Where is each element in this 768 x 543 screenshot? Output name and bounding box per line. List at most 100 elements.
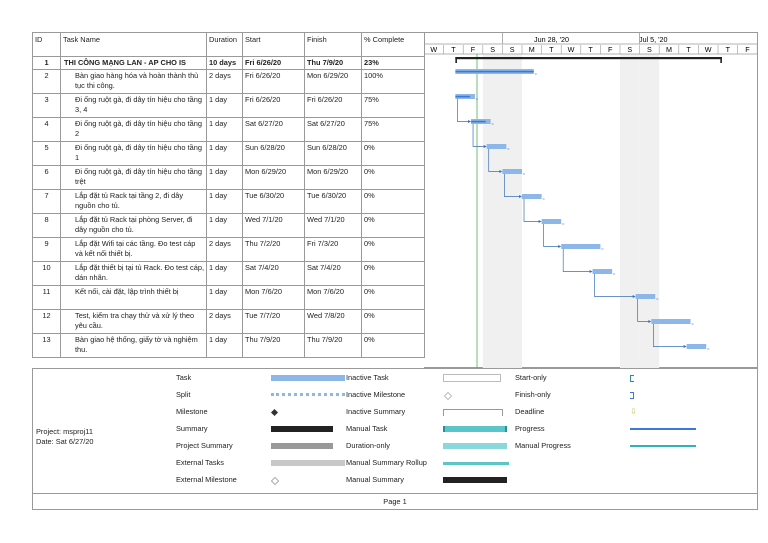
task-name[interactable]: Test, kiểm tra chạy thử và xử lý theo yê… (60, 309, 207, 334)
task-name[interactable]: Đi ống ruột gà, đi dây tín hiệu cho tầng… (60, 141, 207, 166)
task-id[interactable]: 5 (32, 141, 61, 166)
task-finish[interactable]: Thu 7/9/20 (304, 56, 362, 70)
task-row[interactable]: 13 Bàn giao hệ thống, giấy tờ và nghiệm t… (32, 333, 425, 358)
task-start[interactable]: Tue 6/30/20 (242, 189, 305, 214)
task-duration[interactable]: 1 day (206, 333, 243, 358)
task-name[interactable]: Đi ống ruột gà, đi dây tín hiệu cho tầng… (60, 93, 207, 118)
task-finish[interactable]: Fri 7/3/20 (304, 237, 362, 262)
task-finish[interactable]: Sun 6/28/20 (304, 141, 362, 166)
task-row[interactable]: 7 Lắp đặt tủ Rack tại tầng 2, đi dây nguồ… (32, 189, 425, 214)
task-complete[interactable]: 0% (361, 309, 425, 334)
col-header-finish[interactable]: Finish (304, 32, 362, 57)
col-header-start[interactable]: Start (242, 32, 305, 57)
task-name[interactable]: THI CÔNG MẠNG LAN - AP CHO IS (60, 56, 207, 70)
task-id[interactable]: 7 (32, 189, 61, 214)
task-duration[interactable]: 1 day (206, 141, 243, 166)
task-finish[interactable]: Mon 6/29/20 (304, 165, 362, 190)
task-name[interactable]: Lắp đặt Wifi tại các tầng. Đo test cáp v… (60, 237, 207, 262)
task-start[interactable]: Fri 6/26/20 (242, 69, 305, 94)
task-finish[interactable]: Wed 7/1/20 (304, 213, 362, 238)
task-finish[interactable]: Tue 6/30/20 (304, 189, 362, 214)
col-header-complete[interactable]: % Complete (361, 32, 425, 57)
col-header-duration[interactable]: Duration (206, 32, 243, 57)
task-complete[interactable]: 100% (361, 69, 425, 94)
task-finish[interactable]: Mon 6/29/20 (304, 69, 362, 94)
task-finish[interactable]: Sat 6/27/20 (304, 117, 362, 142)
task-duration[interactable]: 1 day (206, 261, 243, 286)
col-header-id[interactable]: ID (32, 32, 61, 57)
task-finish[interactable]: Fri 6/26/20 (304, 93, 362, 118)
task-complete[interactable]: 0% (361, 237, 425, 262)
task-row[interactable]: 11 Kết nối, cài đặt, lập trình thiết bị 1 … (32, 285, 425, 310)
task-start[interactable]: Tue 7/7/20 (242, 309, 305, 334)
task-id[interactable]: 10 (32, 261, 61, 286)
task-start[interactable]: Wed 7/1/20 (242, 213, 305, 238)
task-start[interactable]: Thu 7/2/20 (242, 237, 305, 262)
task-complete[interactable]: 75% (361, 93, 425, 118)
task-row[interactable]: 1 THI CÔNG MẠNG LAN - AP CHO IS 10 days Fri… (32, 56, 425, 70)
task-complete[interactable]: 75% (361, 117, 425, 142)
dependency-link (457, 99, 471, 122)
task-duration[interactable]: 2 days (206, 309, 243, 334)
task-row[interactable]: 4 Đi ống ruột gà, đi dây tín hiệu cho tần… (32, 117, 425, 142)
task-duration[interactable]: 2 days (206, 237, 243, 262)
task-row[interactable]: 12 Test, kiểm tra chạy thử và xử lý theo … (32, 309, 425, 334)
task-id[interactable]: 13 (32, 333, 61, 358)
task-start[interactable]: Thu 7/9/20 (242, 333, 305, 358)
task-complete[interactable]: 0% (361, 189, 425, 214)
task-name[interactable]: Lắp đặt tủ Rack tại phòng Server, đi dây… (60, 213, 207, 238)
task-start[interactable]: Mon 6/29/20 (242, 165, 305, 190)
task-duration[interactable]: 1 day (206, 165, 243, 190)
col-header-task-name[interactable]: Task Name (60, 32, 207, 57)
task-name[interactable]: Bàn giao hệ thống, giấy tờ và nghiệm thu… (60, 333, 207, 358)
task-complete[interactable]: 0% (361, 165, 425, 190)
task-name[interactable]: Bàn giao hàng hóa và hoàn thành thủ tục … (60, 69, 207, 94)
task-id[interactable]: 9 (32, 237, 61, 262)
task-row[interactable]: 10 Lắp đặt thiết bị tại tủ Rack. Đo test … (32, 261, 425, 286)
task-complete[interactable]: 0% (361, 213, 425, 238)
task-row[interactable]: 6 Đi ống ruột gà, đi dây tín hiệu cho tần… (32, 165, 425, 190)
task-start[interactable]: Fri 6/26/20 (242, 93, 305, 118)
task-row[interactable]: 8 Lắp đặt tủ Rack tại phòng Server, đi dâ… (32, 213, 425, 238)
task-name[interactable]: Lắp đặt thiết bị tại tủ Rack. Đo test cá… (60, 261, 207, 286)
task-row[interactable]: 2 Bàn giao hàng hóa và hoàn thành thủ tục… (32, 69, 425, 94)
task-duration[interactable]: 2 days (206, 69, 243, 94)
task-duration[interactable]: 1 day (206, 285, 243, 310)
task-id[interactable]: 4 (32, 117, 61, 142)
task-name[interactable]: Đi ống ruột gà, đi dây tín hiệu cho tầng… (60, 117, 207, 142)
task-finish[interactable]: Sat 7/4/20 (304, 261, 362, 286)
task-id[interactable]: 6 (32, 165, 61, 190)
task-complete[interactable]: 0% (361, 261, 425, 286)
task-start[interactable]: Fri 6/26/20 (242, 56, 305, 70)
task-complete[interactable]: 23% (361, 56, 425, 70)
task-start[interactable]: Sun 6/28/20 (242, 141, 305, 166)
task-duration[interactable]: 1 day (206, 93, 243, 118)
task-id[interactable]: 3 (32, 93, 61, 118)
task-duration[interactable]: 10 days (206, 56, 243, 70)
task-id[interactable]: 12 (32, 309, 61, 334)
task-id[interactable]: 11 (32, 285, 61, 310)
task-row[interactable]: 3 Đi ống ruột gà, đi dây tín hiệu cho tần… (32, 93, 425, 118)
task-row[interactable]: 9 Lắp đặt Wifi tại các tầng. Đo test cáp … (32, 237, 425, 262)
task-name[interactable]: Đi ống ruột gà, đi dây tín hiệu cho tầng… (60, 165, 207, 190)
task-duration[interactable]: 1 day (206, 117, 243, 142)
task-complete[interactable]: 0% (361, 333, 425, 358)
task-row[interactable]: 5 Đi ống ruột gà, đi dây tín hiệu cho tần… (32, 141, 425, 166)
task-complete[interactable]: 0% (361, 285, 425, 310)
task-start[interactable]: Sat 7/4/20 (242, 261, 305, 286)
task-duration[interactable]: 1 day (206, 213, 243, 238)
task-start[interactable]: Mon 7/6/20 (242, 285, 305, 310)
task-name[interactable]: Kết nối, cài đặt, lập trình thiết bị (60, 285, 207, 310)
task-finish[interactable]: Thu 7/9/20 (304, 333, 362, 358)
task-name[interactable]: Lắp đặt tủ Rack tại tầng 2, đi dây nguồn… (60, 189, 207, 214)
task-id[interactable]: 2 (32, 69, 61, 94)
task-bar (502, 169, 522, 174)
task-finish[interactable]: Wed 7/8/20 (304, 309, 362, 334)
task-start[interactable]: Sat 6/27/20 (242, 117, 305, 142)
task-id[interactable]: 1 (32, 56, 61, 70)
task-complete[interactable]: 0% (361, 141, 425, 166)
progress-bar (455, 95, 471, 98)
task-duration[interactable]: 1 day (206, 189, 243, 214)
task-finish[interactable]: Mon 7/6/20 (304, 285, 362, 310)
task-id[interactable]: 8 (32, 213, 61, 238)
